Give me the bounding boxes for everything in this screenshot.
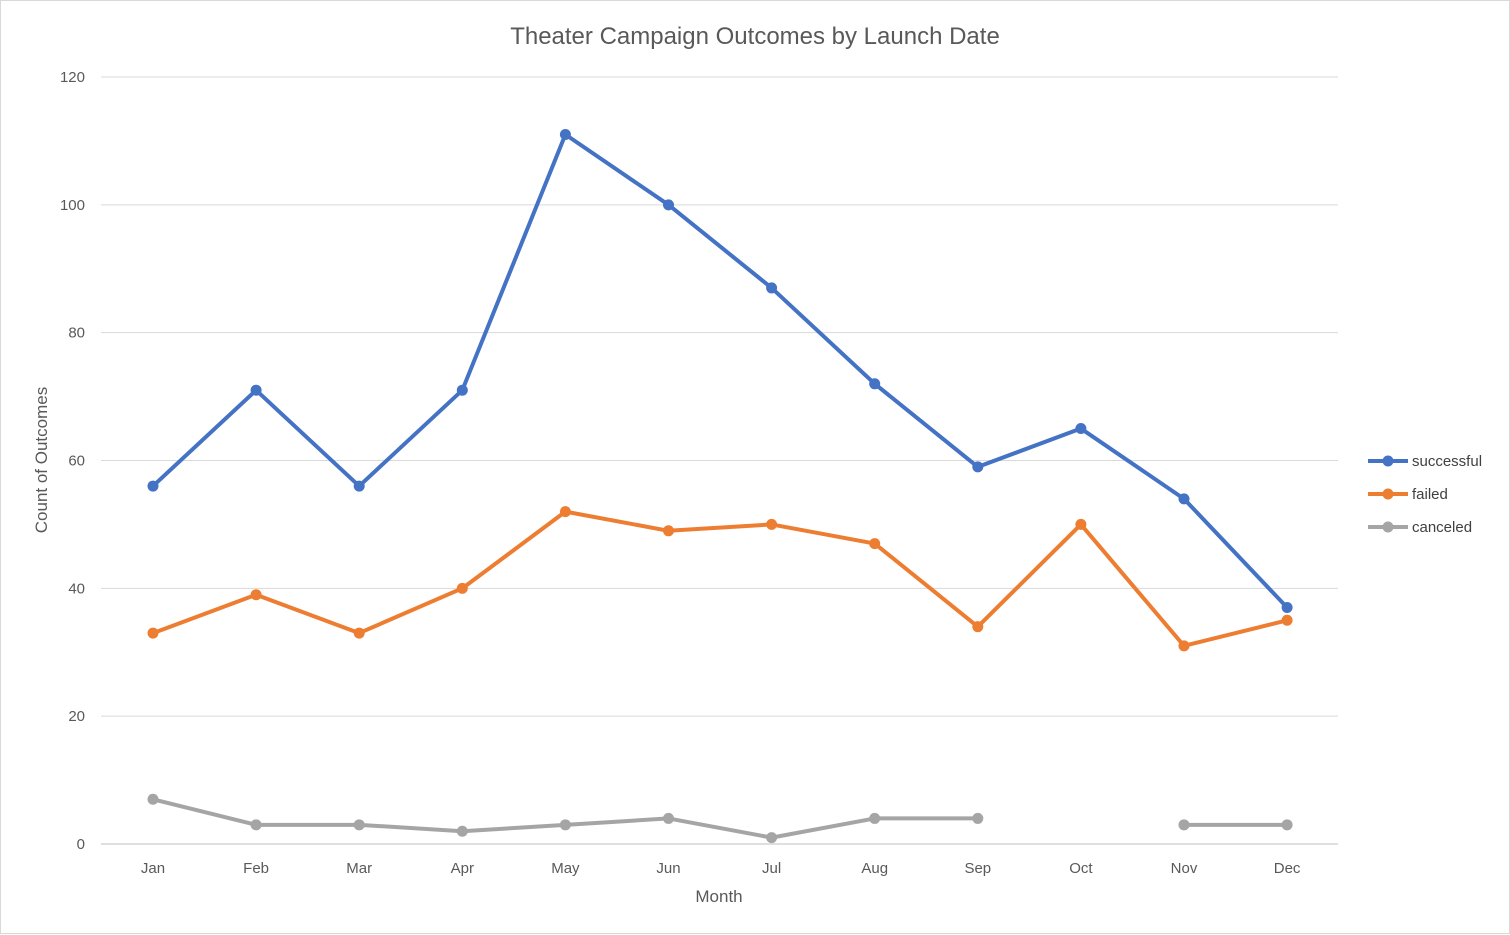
- data-point: [766, 832, 778, 844]
- data-point: [456, 825, 468, 837]
- series-line: [151, 509, 1290, 648]
- x-tick-label: Jun: [656, 860, 680, 877]
- x-tick-label: May: [551, 860, 580, 877]
- y-tick-label: 100: [60, 197, 85, 214]
- data-point: [972, 461, 984, 473]
- data-point: [1075, 518, 1087, 530]
- x-tick-label: Mar: [346, 860, 372, 877]
- y-tick-label: 60: [68, 453, 85, 470]
- data-point: [353, 819, 365, 831]
- x-tick-label: Jan: [141, 860, 165, 877]
- data-point: [972, 621, 984, 633]
- data-point: [663, 812, 674, 824]
- legend: successful failed canceled: [1368, 453, 1482, 536]
- data-point: [1178, 493, 1190, 505]
- x-tick-label: Apr: [451, 860, 474, 877]
- y-tick-label: 0: [77, 836, 85, 853]
- x-tick-label: Dec: [1274, 860, 1301, 877]
- x-axis-label: Month: [695, 887, 742, 906]
- data-point: [663, 199, 674, 211]
- x-tick-label: Nov: [1171, 860, 1198, 877]
- data-point: [147, 627, 159, 639]
- data-point: [147, 480, 159, 492]
- data-point: [1281, 614, 1293, 626]
- series-lines: [147, 129, 1293, 844]
- y-tick-label: 40: [68, 580, 85, 597]
- data-point: [353, 627, 365, 639]
- data-point: [766, 282, 778, 294]
- legend-label: successful: [1412, 453, 1482, 470]
- legend-item-canceled: canceled: [1368, 519, 1472, 536]
- data-point: [663, 525, 674, 537]
- series-canceled: [147, 793, 1293, 844]
- y-tick-label: 120: [60, 69, 85, 86]
- x-tick-label: Sep: [964, 860, 991, 877]
- data-point: [1178, 640, 1190, 652]
- data-point: [559, 129, 571, 141]
- data-point: [353, 480, 365, 492]
- data-point: [766, 518, 778, 530]
- y-tick-label: 20: [68, 708, 85, 725]
- legend-marker: [1382, 455, 1394, 467]
- x-axis-ticks: Jan Feb Mar Apr May Jun Jul Aug Sep Oct Nov Dec: [141, 860, 1301, 877]
- x-tick-label: Feb: [243, 860, 269, 877]
- data-point: [147, 793, 159, 805]
- legend-label: failed: [1412, 486, 1448, 503]
- data-point: [1178, 819, 1190, 831]
- series-successful: [147, 129, 1293, 614]
- x-tick-label: Aug: [861, 860, 888, 877]
- data-point: [456, 582, 468, 594]
- data-point: [1281, 819, 1293, 831]
- legend-marker: [1382, 521, 1394, 533]
- data-point: [1281, 602, 1293, 614]
- chart-title: Theater Campaign Outcomes by Launch Date: [510, 23, 1000, 50]
- data-point: [250, 589, 262, 601]
- legend-marker: [1382, 488, 1394, 500]
- legend-item-successful: successful: [1368, 453, 1482, 470]
- data-point: [559, 506, 571, 518]
- x-tick-label: Oct: [1069, 860, 1093, 877]
- x-tick-label: Jul: [762, 860, 781, 877]
- series-line: [151, 132, 1290, 610]
- legend-label: canceled: [1412, 519, 1472, 536]
- data-point: [456, 384, 468, 396]
- series-line: [151, 797, 980, 840]
- series-failed: [147, 506, 1293, 652]
- legend-item-failed: failed: [1368, 486, 1448, 503]
- data-point: [869, 812, 881, 824]
- y-axis-ticks: 0 20 40 60 80 100 120: [60, 69, 85, 853]
- data-point: [1075, 423, 1087, 435]
- gridlines: [101, 76, 1338, 845]
- data-point: [869, 538, 881, 550]
- data-point: [250, 384, 262, 396]
- y-tick-label: 80: [68, 325, 85, 342]
- data-point: [559, 819, 571, 831]
- data-point: [972, 812, 984, 824]
- y-axis-label: Count of Outcomes: [32, 387, 51, 533]
- data-point: [250, 819, 262, 831]
- data-point: [869, 378, 881, 390]
